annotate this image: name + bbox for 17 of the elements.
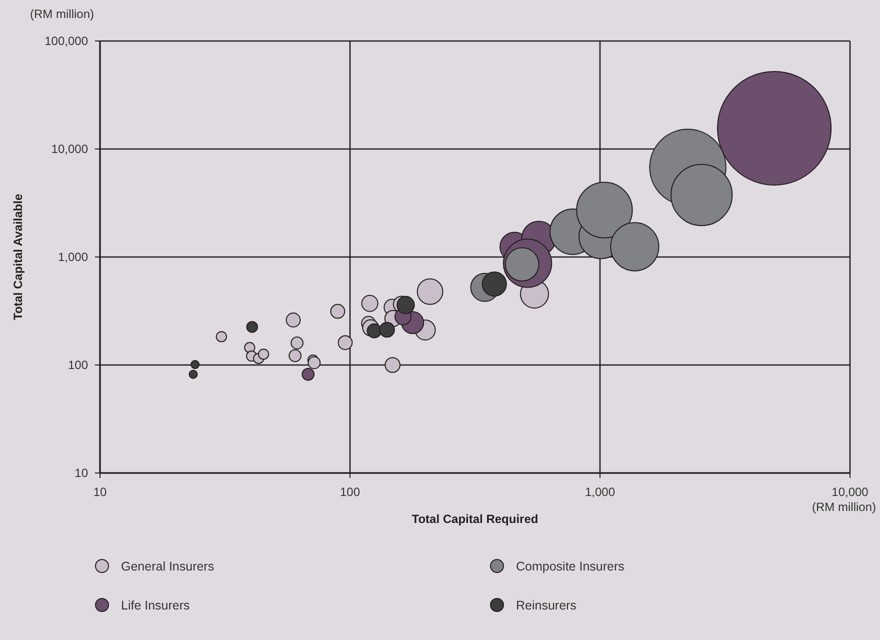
text: (RM million) [812, 500, 876, 514]
text: (RM million) [30, 7, 94, 21]
y-tick-label: 1,000 [58, 250, 88, 264]
x-tick-label: 100 [340, 485, 360, 499]
x-tick-label: 10 [93, 485, 107, 499]
y-tick-label: 10,000 [51, 142, 88, 156]
legend-label: Life Insurers [121, 598, 190, 612]
legend-label: Reinsurers [516, 598, 576, 612]
legend-label: General Insurers [121, 560, 214, 574]
y-tick-label: 10 [74, 466, 88, 480]
x-tick-label: 10,000 [832, 485, 869, 499]
y-tick-label: 100,000 [44, 34, 88, 48]
legend-label: Composite Insurers [516, 560, 624, 574]
x-axis-title: Total Capital Required [412, 512, 538, 526]
y-tick-label: 100 [68, 358, 88, 372]
x-tick-label: 1,000 [584, 485, 616, 499]
y-axis-title: Total Capital Available [11, 194, 25, 320]
